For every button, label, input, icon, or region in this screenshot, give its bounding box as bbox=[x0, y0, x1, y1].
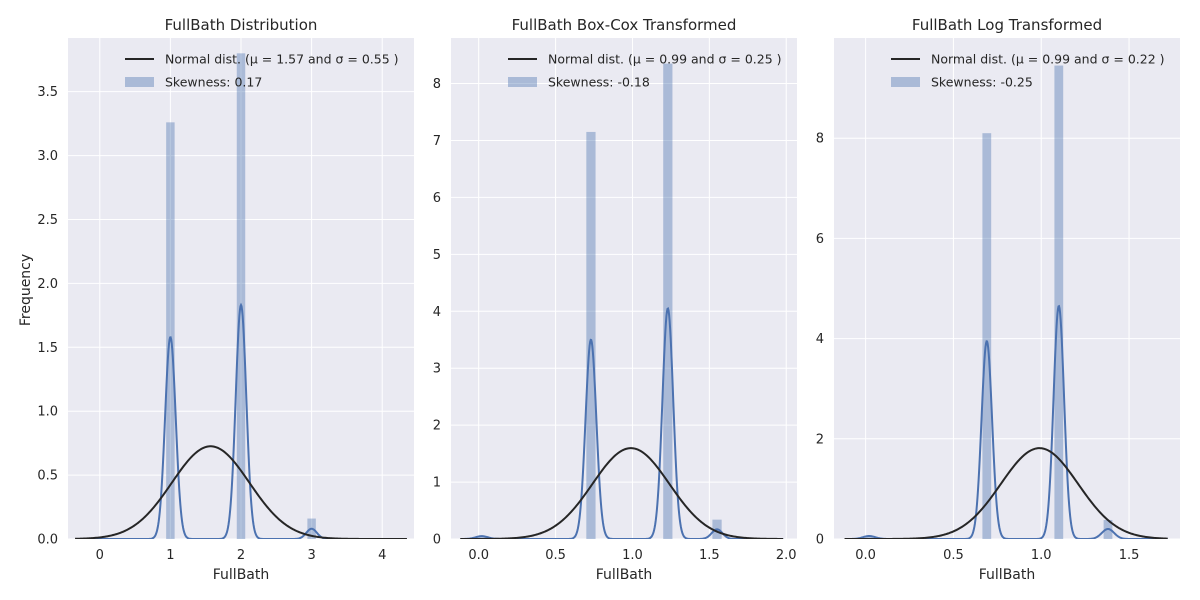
y-tick-label: 2.0 bbox=[37, 277, 58, 292]
normal-fit-curve bbox=[844, 447, 1168, 539]
histogram-bar bbox=[166, 122, 175, 539]
y-tick-label: 6 bbox=[816, 232, 824, 247]
histogram-bar bbox=[982, 133, 992, 539]
kde-curve bbox=[78, 302, 404, 539]
plot-content bbox=[844, 65, 1168, 539]
y-tick-label: 4 bbox=[816, 332, 824, 347]
legend-label: Skewness: 0.17 bbox=[165, 75, 262, 90]
legend-patch-swatch bbox=[125, 77, 154, 87]
x-tick-label: 0 bbox=[96, 548, 104, 563]
histogram-bar bbox=[236, 53, 246, 539]
x-tick-label: 4 bbox=[378, 548, 386, 563]
legend-patch-swatch bbox=[508, 77, 537, 87]
histogram-bar bbox=[586, 131, 596, 539]
chart-title: FullBath Distribution bbox=[165, 16, 318, 34]
y-tick-label: 3.0 bbox=[37, 149, 58, 164]
y-tick-label: 5 bbox=[433, 248, 441, 263]
chart-title: FullBath Log Transformed bbox=[912, 16, 1102, 34]
legend-label: Skewness: -0.25 bbox=[931, 75, 1033, 90]
y-tick-label: 2.5 bbox=[37, 213, 58, 228]
y-tick-label: 1.0 bbox=[37, 405, 58, 420]
histogram-bar bbox=[477, 536, 487, 539]
legend: Normal dist. (μ = 0.99 and σ = 0.22 ) Ske… bbox=[891, 52, 1165, 90]
y-tick-label: 2 bbox=[433, 419, 441, 434]
legend-label: Skewness: -0.18 bbox=[548, 75, 650, 90]
y-tick-label: 1 bbox=[433, 476, 441, 491]
y-tick-label: 0.5 bbox=[37, 469, 58, 484]
chart-panel-3: 0.0 0.5 1.0 1.5 0 2 4 6 8 FullBath Log Transforme… bbox=[816, 16, 1180, 583]
y-axis-label: Frequency bbox=[18, 254, 34, 326]
x-axis-label: FullBath bbox=[596, 567, 653, 583]
chart-panel-1: 0 1 2 3 4 0.0 0.5 1.0 1.5 2.0 2.5 3.0 3.5 FullBath Di… bbox=[37, 16, 414, 583]
x-tick-label: 0.0 bbox=[468, 548, 489, 563]
y-tick-label: 3.5 bbox=[37, 85, 58, 100]
chart-panel-2: 0.0 0.5 1.0 1.5 2.0 0 1 2 3 4 5 6 7 8 FullBath Box-Cox… bbox=[433, 16, 797, 583]
y-tick-label: 8 bbox=[433, 77, 441, 92]
y-tick-label: 2 bbox=[816, 432, 824, 447]
x-tick-label: 0.5 bbox=[545, 548, 566, 563]
x-axis-label: FullBath bbox=[213, 567, 270, 583]
legend-label: Normal dist. (μ = 1.57 and σ = 0.55 ) bbox=[165, 52, 399, 67]
y-tick-label: 6 bbox=[433, 191, 441, 206]
x-tick-label: 1.5 bbox=[699, 548, 720, 563]
chart-title: FullBath Box-Cox Transformed bbox=[512, 16, 737, 34]
x-tick-label: 2 bbox=[237, 548, 245, 563]
y-tick-label: 7 bbox=[433, 134, 441, 149]
x-tick-label: 0.0 bbox=[855, 548, 876, 563]
y-tick-label: 0 bbox=[433, 533, 441, 548]
x-tick-label: 1.0 bbox=[1031, 548, 1052, 563]
x-tick-label: 3 bbox=[307, 548, 315, 563]
panels: 0 1 2 3 4 0.0 0.5 1.0 1.5 2.0 2.5 3.0 3.5 FullBath Di… bbox=[37, 16, 1180, 583]
histogram-bar bbox=[864, 536, 874, 539]
x-tick-label: 1 bbox=[166, 548, 174, 563]
normal-fit-curve bbox=[460, 447, 784, 539]
legend-label: Normal dist. (μ = 0.99 and σ = 0.22 ) bbox=[931, 52, 1165, 67]
x-axis-label: FullBath bbox=[979, 567, 1036, 583]
y-tick-label: 8 bbox=[816, 132, 824, 147]
y-tick-label: 4 bbox=[433, 305, 441, 320]
normal-fit-curve bbox=[75, 445, 407, 539]
legend: Normal dist. (μ = 1.57 and σ = 0.55 ) Ske… bbox=[125, 52, 399, 90]
x-tick-label: 1.5 bbox=[1119, 548, 1140, 563]
x-tick-label: 2.0 bbox=[776, 548, 797, 563]
plot-area bbox=[451, 38, 797, 539]
kde-curve bbox=[848, 304, 1168, 539]
legend: Normal dist. (μ = 0.99 and σ = 0.25 ) Ske… bbox=[508, 52, 782, 90]
histogram-bar bbox=[663, 63, 673, 539]
x-tick-label: 1.0 bbox=[622, 548, 643, 563]
y-tick-label: 0 bbox=[816, 533, 824, 548]
y-tick-label: 1.5 bbox=[37, 341, 58, 356]
y-tick-label: 0.0 bbox=[37, 533, 58, 548]
histogram-bar bbox=[1054, 65, 1064, 539]
legend-patch-swatch bbox=[891, 77, 920, 87]
kde-curve bbox=[463, 306, 784, 539]
plot-content bbox=[75, 53, 407, 539]
plot-area bbox=[834, 38, 1180, 539]
plot-content bbox=[460, 63, 784, 539]
x-tick-label: 0.5 bbox=[943, 548, 964, 563]
y-tick-label: 3 bbox=[433, 362, 441, 377]
legend-label: Normal dist. (μ = 0.99 and σ = 0.25 ) bbox=[548, 52, 782, 67]
